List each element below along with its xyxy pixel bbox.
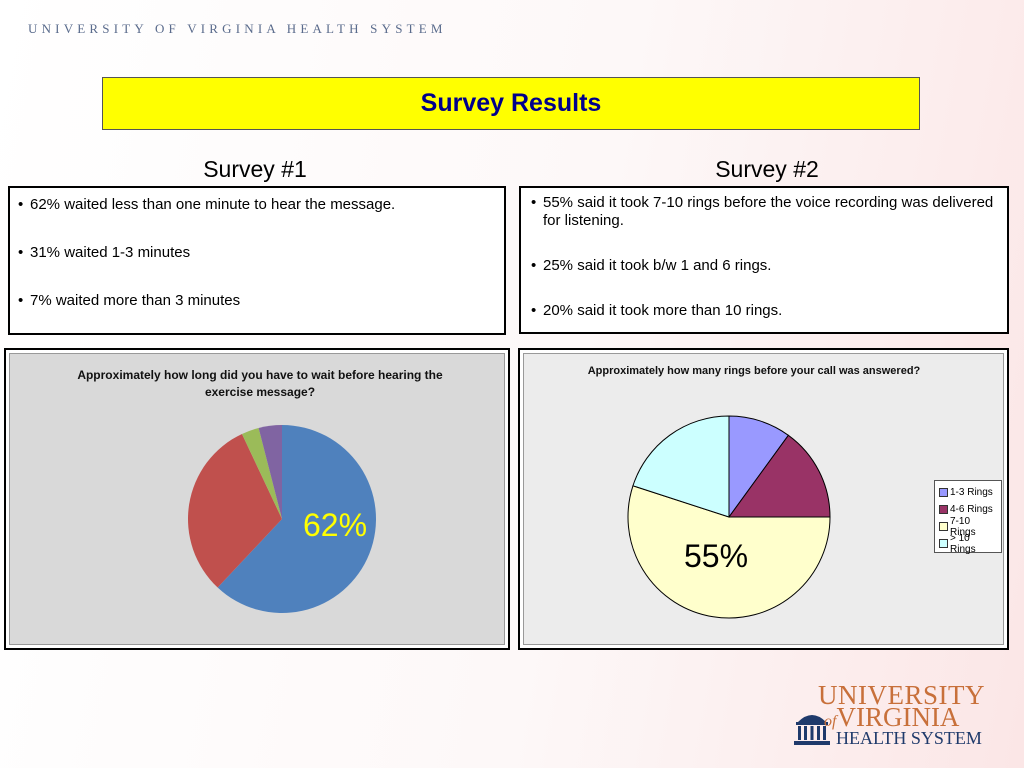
pie-slice-4: [632, 415, 730, 518]
legend-swatch: [939, 539, 948, 548]
chart1-title: Approximately how long did you have to w…: [77, 368, 443, 399]
survey2-heading: Survey #2: [715, 156, 819, 182]
list-item: • 7% waited more than 3 minutes: [18, 292, 241, 309]
legend-item: > 10 Rings: [939, 532, 997, 555]
pie-slice-2: [728, 434, 831, 518]
survey2-bullet-box: • 55% said it took 7-10 rings before the …: [519, 186, 1009, 334]
logo-of: of: [824, 713, 837, 730]
legend-swatch: [939, 505, 948, 514]
list-item: • 20% said it took more than 10 rings.: [531, 302, 783, 319]
legend-label: 1-3 Rings: [950, 487, 993, 498]
page-title: Survey Results: [420, 89, 602, 117]
legend-label: > 10 Rings: [950, 532, 976, 555]
list-item: • 31% waited 1-3 minutes: [18, 244, 191, 261]
logo-virginia: VIRGINIA: [836, 702, 960, 732]
pie-slice-3: [627, 485, 831, 619]
legend-item: 1-3 Rings: [939, 484, 997, 501]
pie-slice-3: [241, 427, 282, 519]
bullet-text: 31% waited 1-3 minutes: [30, 244, 191, 261]
legend-item: 7-10 Rings: [939, 515, 997, 538]
legend-swatch: [939, 488, 948, 497]
logo-line3: HEALTH SYSTEM: [836, 728, 982, 748]
chart2-title: Approximately how many rings before your…: [587, 365, 921, 377]
bullet-text: 20% said it took more than 10 rings.: [543, 302, 783, 319]
list-item: • 62% waited less than one minute to hear…: [18, 196, 396, 213]
title-banner: Survey Results: [102, 77, 920, 130]
logo-line1: UNIVERSITY: [818, 680, 985, 710]
bullet-text: 7% waited more than 3 minutes: [30, 292, 241, 309]
chart2-legend: 1-3 Rings 4-6 Rings 7-10 Rings > 10 Ring…: [934, 480, 1002, 555]
legend-label: 4-6 Rings: [950, 504, 993, 515]
list-item: • 25% said it took b/w 1 and 6 rings.: [531, 257, 772, 274]
pie-slice-4: [258, 425, 282, 519]
chart2-pie: [627, 415, 831, 619]
pie-slice-2: [188, 433, 282, 588]
legend-item: 4-6 Rings: [939, 501, 997, 518]
chart1-percent-label: 62%: [303, 507, 368, 543]
rotunda-icon: [794, 715, 830, 745]
chart1-pie: [188, 425, 376, 613]
list-item: • 55% said it took 7-10 rings before the …: [531, 194, 994, 229]
bullet-text: 55% said it took 7-10 rings before the v…: [543, 194, 994, 229]
header-org-name: UNIVERSITY OF VIRGINIA HEALTH SYSTEM: [28, 21, 447, 36]
uva-health-system-logo: UNIVERSITY ofVIRGINIA HEALTH SYSTEM: [794, 680, 985, 750]
chart2-panel: Approximately how many rings before your…: [518, 348, 1009, 650]
bullet-text: 25% said it took b/w 1 and 6 rings.: [543, 257, 772, 274]
legend-swatch: [939, 522, 948, 531]
chart2-percent-label: 55%: [684, 538, 749, 574]
chart1-panel: Approximately how long did you have to w…: [4, 348, 510, 650]
survey1-bullet-box: • 62% waited less than one minute to hear…: [8, 186, 506, 335]
survey1-heading: Survey #1: [203, 156, 307, 182]
pie-slice-1: [217, 425, 376, 613]
bullet-text: 62% waited less than one minute to hear …: [30, 196, 396, 213]
legend-label: 7-10 Rings: [950, 515, 976, 538]
logo-line2: ofVIRGINIA: [824, 702, 959, 733]
